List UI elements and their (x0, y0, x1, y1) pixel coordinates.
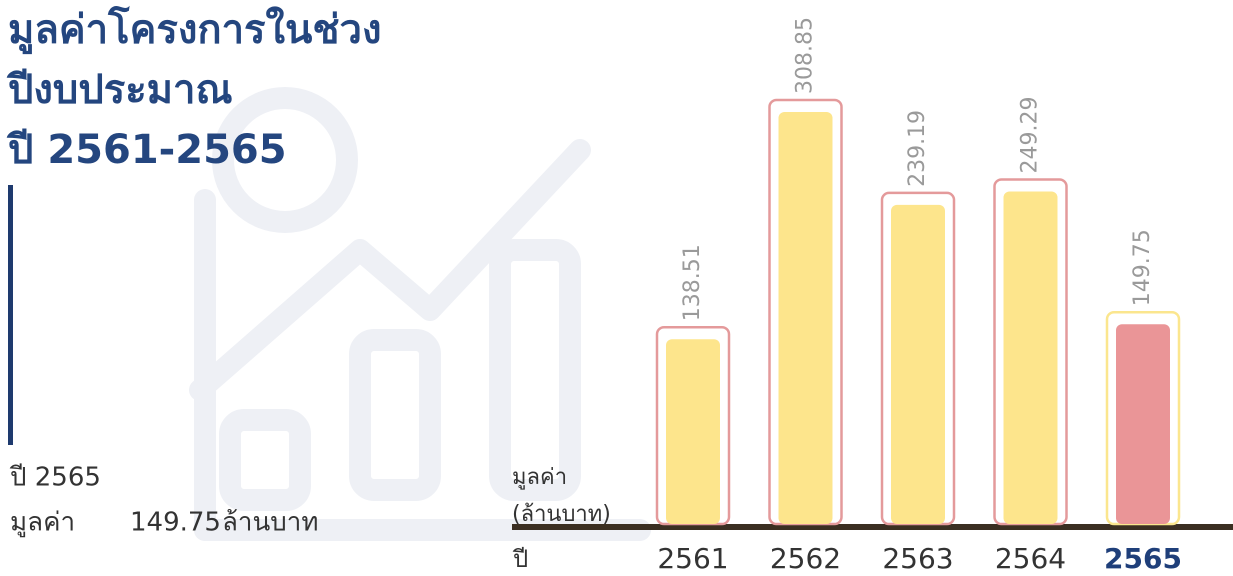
value-label: 249.29 (1018, 96, 1043, 173)
bar (1004, 191, 1058, 524)
summary-value: 149.75 (130, 508, 221, 538)
title-line: มูลค่าโครงการในช่วง (8, 6, 382, 54)
summary-label: มูลค่า (10, 508, 75, 538)
value-label: 308.85 (793, 17, 818, 94)
summary-unit: ล้านบาท (222, 508, 319, 538)
y-axis-label: มูลค่า (512, 465, 567, 490)
x-tick-label: 2561 (657, 542, 728, 575)
y-axis-label: (ล้านบาท) (512, 502, 611, 527)
x-tick-label: 2564 (995, 542, 1066, 575)
bar (779, 112, 833, 524)
bar (666, 339, 720, 524)
summary-year: ปี 2565 (9, 463, 101, 493)
infographic: ปี 2565 มูลค่า 149.75 ล้านบาท ปี มูลค่าโ… (0, 0, 1233, 576)
x-tick-label: 2563 (882, 542, 953, 575)
value-label: 239.19 (905, 110, 930, 187)
value-label: 149.75 (1130, 229, 1155, 306)
bar (891, 205, 945, 524)
x-tick-label: 2565 (1104, 542, 1182, 575)
x-axis-label: ปี (512, 545, 528, 573)
bar (1116, 324, 1170, 524)
title-line: ปี 2561-2565 (6, 127, 286, 173)
title-line: ปีงบประมาณ (6, 67, 232, 113)
accent-bar (8, 185, 13, 445)
value-label: 138.51 (680, 244, 705, 321)
x-tick-label: 2562 (770, 542, 841, 575)
